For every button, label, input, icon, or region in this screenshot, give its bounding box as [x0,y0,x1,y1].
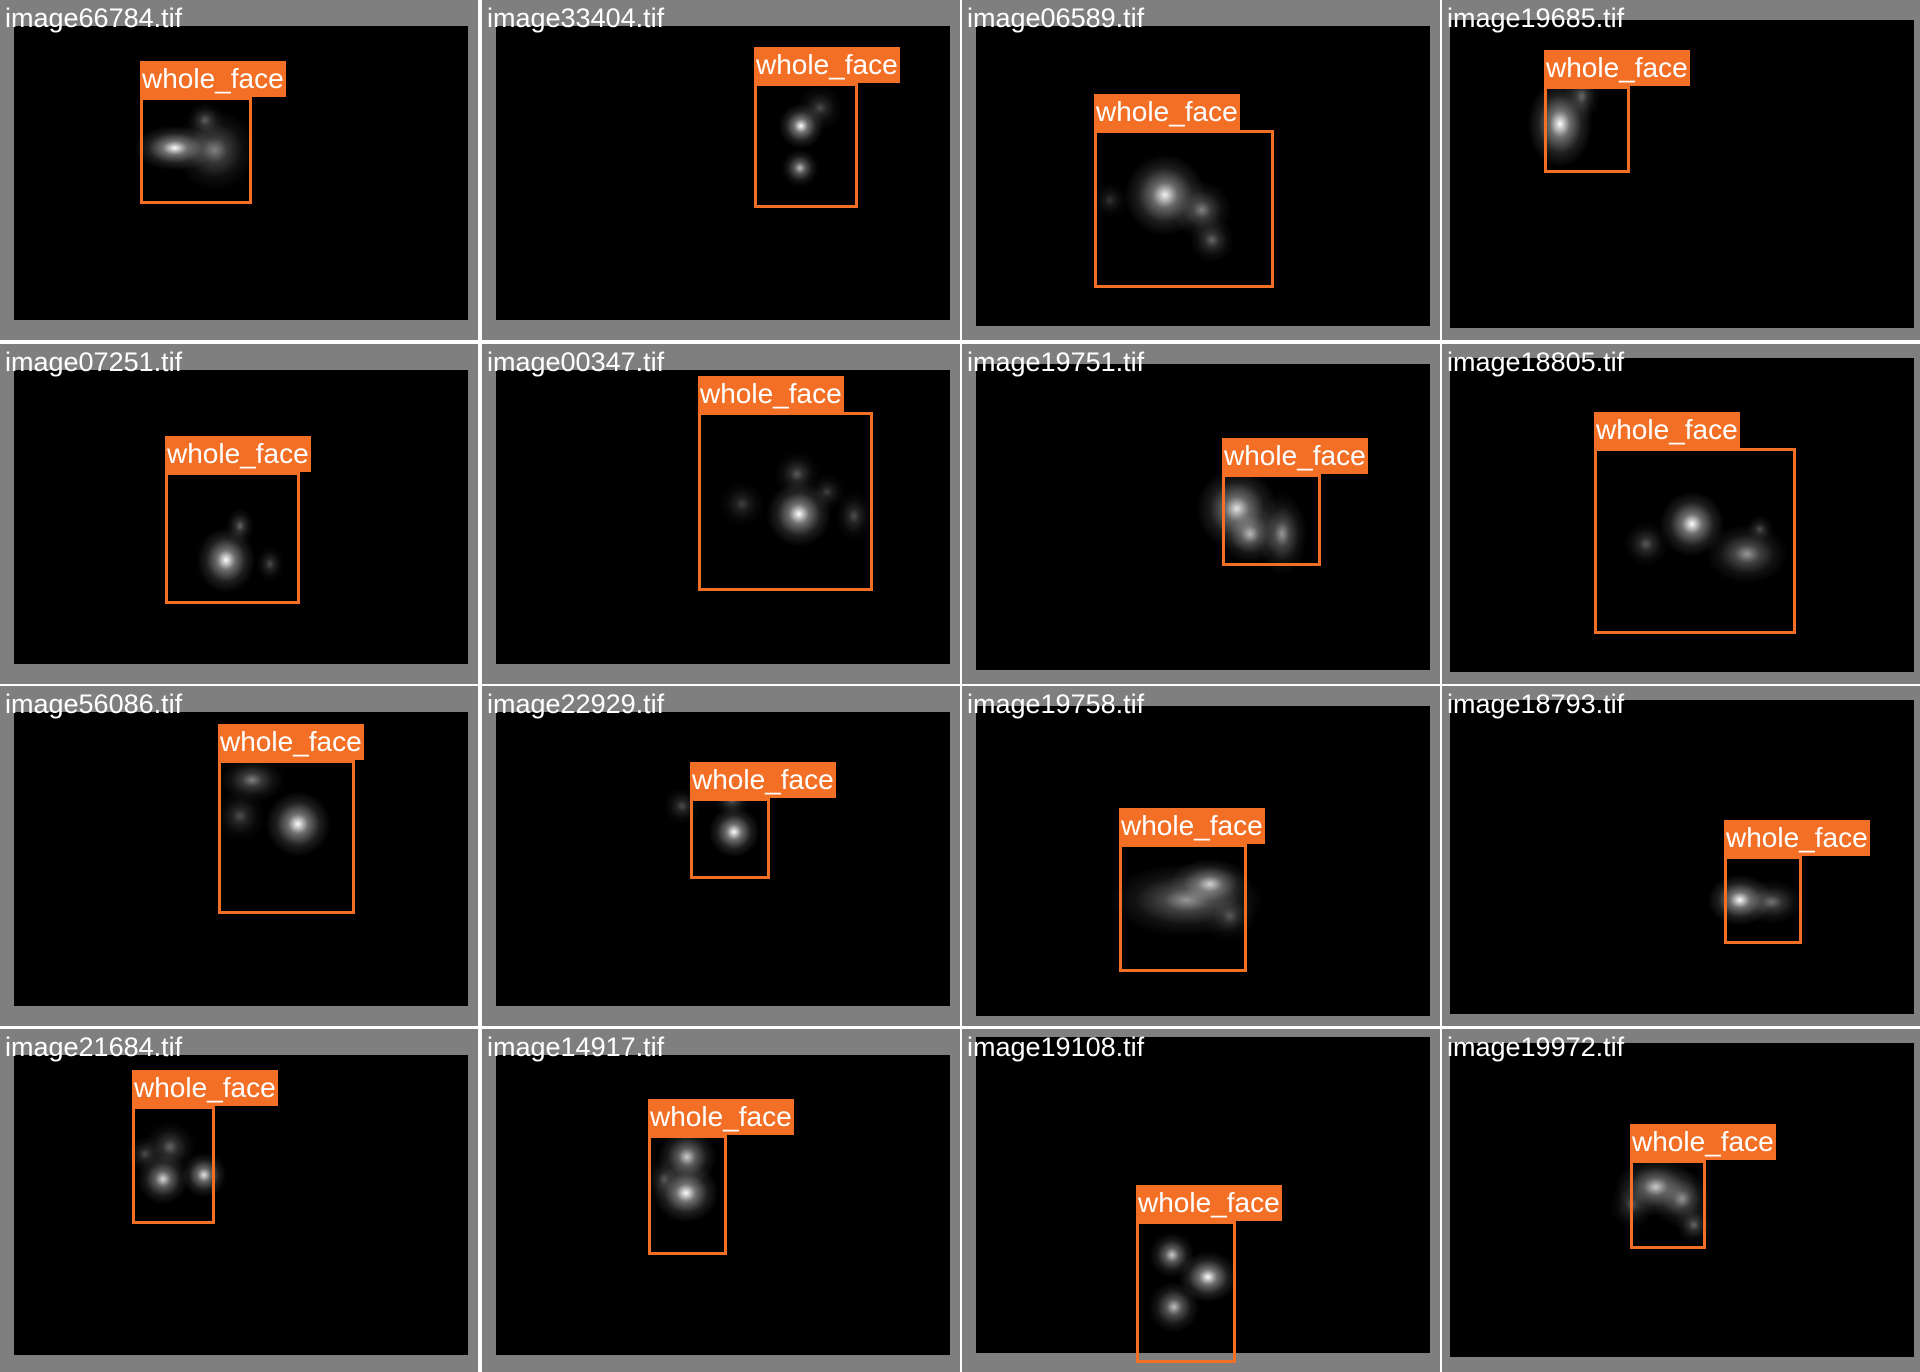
bounding-box[interactable] [1094,130,1274,288]
bounding-box-label: whole_face [648,1099,794,1135]
thermal-image [496,370,950,664]
bounding-box[interactable] [690,798,770,879]
bounding-box[interactable] [1222,474,1321,566]
bounding-box[interactable] [132,1106,215,1224]
image-tile[interactable]: image14917.tif whole_face [482,1029,960,1372]
image-tile[interactable]: image19758.tif whole_face [962,686,1440,1026]
bounding-box-label: whole_face [690,762,836,798]
bounding-box-label: whole_face [218,724,364,760]
image-filename: image33404.tif [487,3,665,33]
image-filename: image00347.tif [487,347,665,377]
image-tile[interactable]: image22929.tif whole_face [482,686,960,1026]
image-tile[interactable]: image56086.tif whole_face [0,686,478,1026]
bounding-box-label: whole_face [1544,50,1690,86]
bounding-box[interactable] [140,97,252,204]
thermal-image [976,364,1430,670]
image-filename: image19758.tif [967,689,1145,719]
image-filename: image14917.tif [487,1032,665,1062]
bounding-box[interactable] [698,412,873,591]
thermal-image [1450,700,1914,1014]
image-tile[interactable]: image21684.tif whole_face [0,1029,478,1372]
image-tile[interactable]: image19751.tif whole_face [962,344,1440,684]
bounding-box-label: whole_face [165,436,311,472]
image-filename: image22929.tif [487,689,665,719]
bounding-box-label: whole_face [1119,808,1265,844]
bounding-box-label: whole_face [140,61,286,97]
image-tile[interactable]: image19972.tif whole_face [1442,1029,1920,1372]
image-tile[interactable]: image18793.tif whole_face [1442,686,1920,1026]
bounding-box[interactable] [1724,856,1802,944]
thermal-image [14,370,468,664]
image-tile[interactable]: image18805.tif whole_face [1442,344,1920,684]
bounding-box-label: whole_face [1222,438,1368,474]
image-tile[interactable]: image33404.tif whole_face [482,0,960,340]
bounding-box[interactable] [165,472,300,604]
bounding-box[interactable] [754,83,858,208]
bounding-box[interactable] [648,1135,727,1255]
image-filename: image19685.tif [1447,3,1625,33]
image-tile[interactable]: image19108.tif whole_face [962,1029,1440,1372]
image-filename: image66784.tif [5,3,183,33]
image-filename: image56086.tif [5,689,183,719]
image-filename: image19108.tif [967,1032,1145,1062]
bounding-box[interactable] [1136,1221,1236,1363]
bounding-box-label: whole_face [1724,820,1870,856]
bounding-box[interactable] [1630,1160,1706,1249]
image-filename: image07251.tif [5,347,183,377]
image-filename: image19751.tif [967,347,1145,377]
image-tile[interactable]: image06589.tif whole_face [962,0,1440,340]
image-filename: image06589.tif [967,3,1145,33]
image-tile[interactable]: image19685.tif whole_face [1442,0,1920,340]
bounding-box-label: whole_face [1630,1124,1776,1160]
bounding-box[interactable] [1544,86,1630,173]
image-filename: image19972.tif [1447,1032,1625,1062]
image-tile[interactable]: image07251.tif whole_face [0,344,478,684]
bounding-box[interactable] [218,760,355,914]
bounding-box-label: whole_face [698,376,844,412]
image-tile[interactable]: image66784.tif whole_face [0,0,478,340]
bounding-box-label: whole_face [754,47,900,83]
image-filename: image18805.tif [1447,347,1625,377]
bounding-box-label: whole_face [1594,412,1740,448]
image-tile[interactable]: image00347.tif whole_face [482,344,960,684]
bounding-box[interactable] [1594,448,1796,634]
bounding-box[interactable] [1119,844,1247,972]
bounding-box-label: whole_face [1094,94,1240,130]
image-filename: image21684.tif [5,1032,183,1062]
image-filename: image18793.tif [1447,689,1625,719]
bounding-box-label: whole_face [1136,1185,1282,1221]
thermal-image [496,712,950,1006]
bounding-box-label: whole_face [132,1070,278,1106]
